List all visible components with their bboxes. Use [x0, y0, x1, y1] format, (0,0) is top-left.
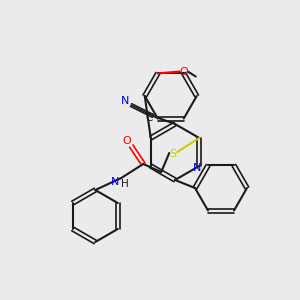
Text: N: N — [193, 163, 201, 173]
Text: S: S — [170, 149, 177, 159]
Text: C: C — [146, 113, 153, 123]
Text: H: H — [122, 179, 129, 189]
Text: O: O — [179, 68, 188, 77]
Text: N: N — [111, 177, 119, 187]
Text: N: N — [121, 96, 129, 106]
Text: O: O — [123, 136, 132, 146]
